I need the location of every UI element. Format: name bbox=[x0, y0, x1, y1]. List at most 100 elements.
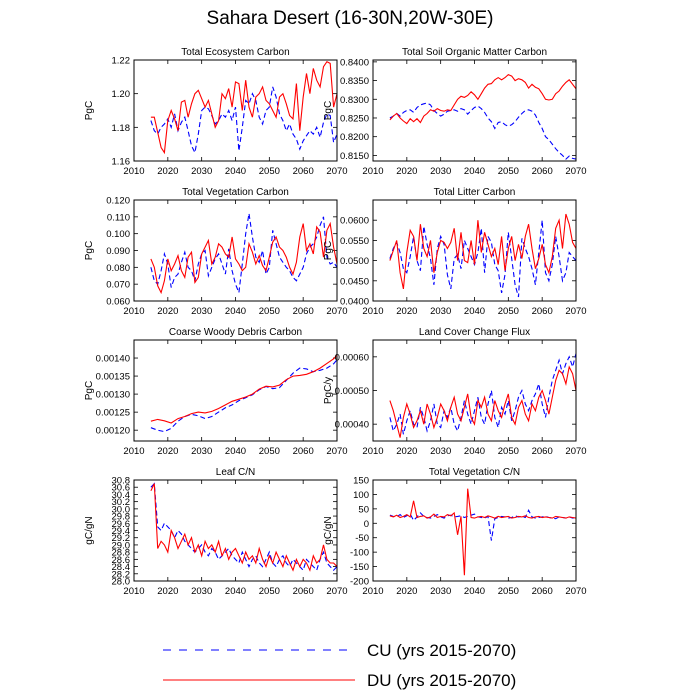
y-tick-label: 29.2 bbox=[112, 533, 131, 544]
panel-title: Total Ecosystem Carbon bbox=[181, 47, 289, 58]
panel-title: Total Soil Organic Matter Carbon bbox=[402, 47, 547, 58]
y-axis-label: PgC bbox=[323, 101, 334, 120]
y-tick-label: -200 bbox=[350, 577, 369, 588]
x-tick-label: 2040 bbox=[225, 166, 246, 177]
y-tick-label: 0.0400 bbox=[340, 297, 369, 308]
x-tick-label: 2050 bbox=[259, 586, 280, 597]
plot-frame bbox=[372, 199, 577, 302]
plot-frame bbox=[133, 199, 338, 302]
y-tick-label: 0.8250 bbox=[340, 113, 369, 124]
y-tick-label: 1.20 bbox=[112, 89, 131, 100]
x-tick-label: 2030 bbox=[430, 306, 451, 317]
series-du-line bbox=[150, 354, 337, 424]
panel-6: Land Cover Change Flux PgC/y 2010 2020 2030 2… bbox=[323, 327, 587, 457]
x-tick-label: 2050 bbox=[259, 446, 280, 457]
plot-frame bbox=[372, 59, 577, 162]
y-axis-label: PgC/y bbox=[323, 377, 334, 404]
y-tick-label: 0.070 bbox=[106, 280, 130, 291]
panel-5: Coarse Woody Debris Carbon PgC 2010 2020 203… bbox=[84, 327, 348, 457]
y-tick-label: 30.8 bbox=[112, 476, 131, 487]
series-cu-line bbox=[150, 359, 337, 433]
x-tick-label: 2030 bbox=[191, 306, 212, 317]
legend: CU (yrs 2015-2070) DU (yrs 2015-2070) bbox=[163, 641, 516, 690]
y-axis-label: gC/gN bbox=[84, 516, 95, 544]
x-tick-label: 2040 bbox=[225, 306, 246, 317]
x-tick-label: 2060 bbox=[293, 166, 314, 177]
plot-frame bbox=[133, 339, 338, 442]
y-tick-label: 29.6 bbox=[112, 519, 131, 530]
panel-title: Land Cover Change Flux bbox=[419, 327, 530, 338]
plot-frame bbox=[133, 479, 338, 582]
y-tick-label: 0.0550 bbox=[340, 236, 369, 247]
series-cu-line bbox=[150, 213, 337, 293]
panel-4: Total Litter Carbon PgC 2010 2020 2030 2040 20… bbox=[323, 187, 587, 317]
x-tick-label: 2070 bbox=[326, 306, 347, 317]
x-tick-label: 2020 bbox=[396, 586, 417, 597]
panel-8: Total Vegetation C/N gC/gN 2010 2020 2030 204… bbox=[323, 467, 587, 597]
x-tick-label: 2010 bbox=[123, 446, 144, 457]
y-tick-label: 28.0 bbox=[112, 577, 131, 588]
y-tick-label: -50 bbox=[355, 533, 369, 544]
x-tick-label: 2020 bbox=[396, 446, 417, 457]
y-tick-label: 0.00060 bbox=[335, 352, 369, 363]
series-cu-line bbox=[389, 509, 576, 541]
panel-7: Leaf C/N gC/gN 2010 2020 2030 2040 2050 2060 207… bbox=[84, 467, 348, 597]
y-tick-label: 29.0 bbox=[112, 540, 131, 551]
y-tick-label: 0.0500 bbox=[340, 256, 369, 267]
y-tick-label: 0.120 bbox=[106, 196, 130, 207]
x-tick-label: 2060 bbox=[293, 306, 314, 317]
panel-title: Total Vegetation Carbon bbox=[182, 187, 289, 198]
x-tick-label: 2030 bbox=[430, 166, 451, 177]
x-tick-label: 2020 bbox=[157, 306, 178, 317]
plot-frame bbox=[372, 339, 577, 442]
panel-title: Total Vegetation C/N bbox=[429, 467, 520, 478]
y-tick-label: 50 bbox=[358, 504, 369, 515]
y-tick-label: 30.6 bbox=[112, 483, 131, 494]
panels: Total Ecosystem Carbon PgC 2010 2020 2030 204… bbox=[84, 47, 587, 597]
y-tick-label: 0.00125 bbox=[96, 408, 130, 419]
x-tick-label: 2070 bbox=[326, 166, 347, 177]
y-tick-label: 29.4 bbox=[112, 526, 131, 537]
y-tick-label: 0.00130 bbox=[96, 390, 130, 401]
y-tick-label: 28.2 bbox=[112, 569, 131, 580]
y-tick-label: 0.00040 bbox=[335, 420, 369, 431]
y-tick-label: 1.22 bbox=[112, 56, 131, 67]
x-tick-label: 2050 bbox=[498, 166, 519, 177]
y-tick-label: 0 bbox=[364, 519, 369, 530]
x-tick-label: 2070 bbox=[565, 446, 586, 457]
x-tick-label: 2050 bbox=[498, 446, 519, 457]
x-tick-label: 2070 bbox=[565, 166, 586, 177]
y-axis-label: PgC bbox=[84, 381, 95, 400]
x-tick-label: 2040 bbox=[225, 586, 246, 597]
x-tick-label: 2050 bbox=[259, 166, 280, 177]
y-tick-label: 0.080 bbox=[106, 263, 130, 274]
x-tick-label: 2010 bbox=[362, 166, 383, 177]
y-axis-label: gC/gN bbox=[323, 516, 334, 544]
x-tick-label: 2020 bbox=[157, 586, 178, 597]
series-cu-line bbox=[389, 353, 576, 435]
series-cu-line bbox=[389, 102, 576, 160]
panel-title: Coarse Woody Debris Carbon bbox=[169, 327, 302, 338]
y-tick-label: 0.8200 bbox=[340, 132, 369, 143]
y-axis-label: PgC bbox=[84, 101, 95, 120]
x-tick-label: 2030 bbox=[430, 446, 451, 457]
y-tick-label: 30.4 bbox=[112, 490, 131, 501]
y-tick-label: 0.0450 bbox=[340, 276, 369, 287]
x-tick-label: 2060 bbox=[532, 586, 553, 597]
x-tick-label: 2010 bbox=[123, 586, 144, 597]
panel-2: Total Soil Organic Matter Carbon PgC 2010 2… bbox=[323, 47, 587, 177]
series-du-line bbox=[389, 213, 576, 290]
x-tick-label: 2030 bbox=[191, 166, 212, 177]
x-tick-label: 2070 bbox=[565, 586, 586, 597]
y-tick-label: 0.00120 bbox=[96, 426, 130, 437]
x-tick-label: 2030 bbox=[191, 446, 212, 457]
x-tick-label: 2020 bbox=[157, 446, 178, 457]
y-tick-label: 0.100 bbox=[106, 229, 130, 240]
x-tick-label: 2010 bbox=[123, 166, 144, 177]
y-tick-label: 0.00050 bbox=[335, 386, 369, 397]
x-tick-label: 2010 bbox=[362, 306, 383, 317]
panel-1: Total Ecosystem Carbon PgC 2010 2020 2030 204… bbox=[84, 47, 348, 177]
x-tick-label: 2050 bbox=[498, 306, 519, 317]
x-tick-label: 2020 bbox=[157, 166, 178, 177]
x-tick-label: 2060 bbox=[532, 166, 553, 177]
